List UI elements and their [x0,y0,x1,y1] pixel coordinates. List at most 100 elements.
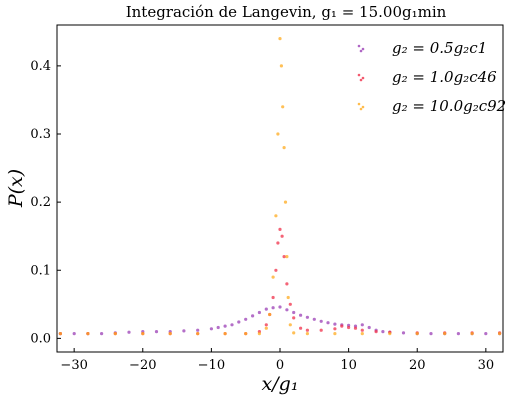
data-point-series-1-14 [278,227,282,231]
x-axis-title: x/g₁ [262,373,299,395]
y-axis-title: P(x) [5,169,27,208]
legend-marker-2-1 [361,105,365,109]
data-point-series-2-24 [333,332,337,336]
data-point-series-2-20 [286,295,290,300]
data-point-series-0-7 [154,330,159,334]
x-tick-label: −10 [198,358,225,373]
legend-marker-0-2 [359,49,363,53]
data-point-series-0-18 [257,310,261,315]
data-point-series-2-4 [168,332,172,336]
data-point-series-2-12 [274,214,278,218]
data-point-series-2-19 [285,255,289,259]
data-point-series-2-14 [278,37,282,41]
data-point-series-1-28 [374,330,378,334]
data-point-series-0-5 [127,330,131,334]
data-point-series-0-24 [299,313,303,317]
data-point-series-1-17 [285,282,289,286]
legend-marker-1-2 [359,78,363,82]
data-point-series-0-13 [223,324,227,328]
y-tick-label: 0.0 [30,331,51,346]
data-point-series-2-28 [443,332,447,336]
data-point-series-0-40 [429,332,433,336]
data-point-series-1-16 [282,255,286,259]
data-point-series-1-12 [274,268,278,272]
chart-title: Integración de Langevin, g₁ = 15.00g₁min [126,3,447,21]
x-tick-label: 0 [276,358,284,373]
data-point-series-2-23 [305,332,309,336]
data-point-series-2-3 [141,332,145,336]
legend-marker-1-1 [361,76,365,80]
data-point-series-2-11 [271,275,275,279]
data-point-series-2-15 [279,64,283,68]
data-point-series-0-38 [401,331,406,335]
data-point-series-2-25 [360,332,364,336]
data-point-series-1-13 [276,241,280,245]
data-point-series-0-20 [271,306,275,310]
data-point-series-1-23 [333,327,337,331]
data-point-series-0-44 [484,332,488,336]
data-point-series-2-8 [257,332,261,336]
legend-label-2: g₂ = 10.0g₂c92 [392,97,506,115]
data-point-series-0-21 [278,305,282,309]
data-point-series-0-16 [244,317,248,321]
data-point-series-2-27 [415,332,419,336]
data-point-series-0-23 [292,310,296,315]
data-point-series-0-26 [312,317,316,321]
data-point-series-2-5 [196,332,200,336]
data-point-series-0-28 [326,321,330,325]
data-point-series-0-22 [285,308,289,312]
legend: g₂ = 0.5g₂c1 g₂ = 1.0g₂c46 g₂ = 10.0g₂c92 [357,39,506,115]
data-point-series-2-7 [244,332,248,336]
x-tick-label: 30 [478,358,495,373]
data-point-series-2-21 [288,323,292,327]
data-point-series-1-21 [305,328,309,332]
data-point-series-1-18 [288,302,292,306]
data-point-series-0-36 [381,330,385,334]
data-point-series-0-42 [456,332,460,336]
scatter-points [58,37,502,336]
axis-ticks: −30 −20 −10 0 10 20 30 0.0 0.1 0.2 0.3 0.4 [30,59,494,373]
y-tick-label: 0.1 [30,263,51,278]
data-point-series-2-29 [470,332,474,336]
data-point-series-2-0 [58,332,63,336]
data-point-series-1-9 [264,323,268,327]
data-point-series-0-12 [216,325,220,330]
data-point-series-2-9 [264,326,268,330]
data-point-series-2-10 [268,312,272,317]
data-point-series-1-20 [299,326,303,330]
x-tick-label: −20 [129,358,156,373]
data-point-series-0-1 [72,332,76,336]
x-tick-label: 10 [340,358,357,373]
data-point-series-0-17 [251,314,255,318]
legend-label-1: g₂ = 1.0g₂c46 [392,68,497,86]
data-point-series-1-25 [347,325,351,330]
data-point-series-0-19 [264,307,268,311]
data-point-series-2-6 [223,332,227,336]
data-point-series-2-18 [283,200,288,204]
data-point-series-2-22 [292,331,296,335]
data-point-series-2-17 [282,146,286,150]
data-point-series-1-19 [292,316,296,320]
legend-marker-2-0 [357,102,361,106]
data-point-series-0-9 [182,329,186,333]
data-point-series-2-13 [276,132,280,136]
y-tick-label: 0.3 [30,127,51,142]
data-point-series-2-1 [86,332,90,336]
x-tick-label: −30 [60,358,87,373]
legend-label-0: g₂ = 0.5g₂c1 [392,39,487,57]
data-point-series-0-11 [209,327,213,331]
data-point-series-0-14 [230,323,234,327]
legend-marker-2-2 [359,107,363,111]
y-tick-label: 0.4 [30,59,51,74]
data-point-series-1-24 [340,324,344,328]
x-tick-label: 20 [409,358,426,373]
data-point-series-0-10 [196,328,200,332]
data-point-series-0-34 [367,325,371,330]
legend-marker-1-0 [357,73,361,77]
data-point-series-1-22 [319,328,323,332]
data-point-series-0-27 [319,319,323,323]
data-point-series-0-29 [333,322,337,326]
legend-marker-0-1 [361,47,365,51]
